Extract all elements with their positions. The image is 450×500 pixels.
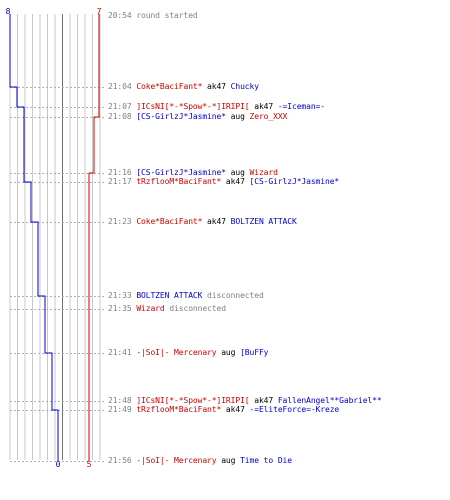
event-weapon: aug [216,456,241,465]
event-time: 21:49 [108,405,132,414]
score-grid [9,14,101,460]
player-name: tRzflooM*BaciFant* [136,177,222,186]
event-time: 20:54 [108,11,132,20]
event-row: 21:07 ]ICsNI[*-*Spow*-*]IRIPI[ ak47 -=Ic… [108,102,325,112]
player-name: [BuFFy [240,348,269,357]
event-text: disconnected [164,304,226,313]
left-end-score-label: 0 [56,460,61,469]
player-name: tRzflooM*BaciFant* [136,405,222,414]
event-row: 21:49 tRzflooM*BaciFant* ak47 -=EliteFor… [108,405,339,415]
player-name: -|SoI|- Mercenary [136,348,217,357]
right-start-score-label: 7 [97,7,102,16]
event-weapon: aug [216,348,241,357]
player-name: ]ICsNI[*-*Spow*-*]IRIPI[ [136,396,250,405]
event-time: 21:33 [108,291,132,300]
event-weapon: ak47 [202,82,231,91]
event-weapon: aug [225,168,250,177]
event-row: 20:54 round started [108,11,198,21]
event-time: 21:41 [108,348,132,357]
event-row: 21:56 -|SoI|- Mercenary aug Time to Die [108,456,292,466]
player-name: Coke*BaciFant* [136,82,203,91]
event-time: 21:08 [108,112,132,121]
event-text: round started [136,11,198,20]
player-name: [CS-GirlzJ*Jasmine* [136,168,226,177]
player-name: BOLTZEN ATTACK [136,291,203,300]
right-team-score-line [88,14,100,461]
player-name: Zero_XXX [249,112,288,121]
event-text: disconnected [202,291,264,300]
left-start-score-label: 8 [6,7,11,16]
player-name: -|SoI|- Mercenary [136,456,217,465]
event-row: 21:48 ]ICsNI[*-*Spow*-*]IRIPI[ ak47 Fall… [108,396,382,406]
player-name: Wizard [136,304,165,313]
player-name: Wizard [249,168,278,177]
event-row: 21:04 Coke*BaciFant* ak47 Chucky [108,82,259,92]
player-name: [CS-GirlzJ*Jasmine* [249,177,340,186]
event-row: 21:33 BOLTZEN ATTACK disconnected [108,291,264,301]
player-name: Chucky [230,82,259,91]
player-name: ]ICsNI[*-*Spow*-*]IRIPI[ [136,102,250,111]
player-name: FallenAngel**Gabriel** [277,396,382,405]
event-weapon: ak47 [221,405,250,414]
event-row: 21:17 tRzflooM*BaciFant* ak47 [CS-GirlzJ… [108,177,339,187]
event-weapon: ak47 [221,177,250,186]
event-time: 21:35 [108,304,132,313]
left-team-score-line [9,14,59,461]
event-time: 21:16 [108,168,132,177]
player-name: Time to Die [240,456,292,465]
event-row: 21:23 Coke*BaciFant* ak47 BOLTZEN ATTACK [108,217,297,227]
event-row: 21:08 [CS-GirlzJ*Jasmine* aug Zero_XXX [108,112,287,122]
event-time: 21:04 [108,82,132,91]
event-time: 21:17 [108,177,132,186]
right-end-score-label: 5 [87,460,92,469]
event-time: 21:56 [108,456,132,465]
event-guide-lines [10,87,106,462]
event-row: 21:16 [CS-GirlzJ*Jasmine* aug Wizard [108,168,278,178]
event-weapon: ak47 [202,217,231,226]
player-name: BOLTZEN ATTACK [230,217,297,226]
event-weapon: ak47 [249,102,278,111]
player-name: Coke*BaciFant* [136,217,203,226]
event-time: 21:07 [108,102,132,111]
player-name: -=EliteForce=-Kreze [249,405,340,414]
event-time: 21:48 [108,396,132,405]
event-row: 21:41 -|SoI|- Mercenary aug [BuFFy [108,348,269,358]
player-name: [CS-GirlzJ*Jasmine* [136,112,226,121]
event-weapon: ak47 [249,396,278,405]
player-name: -=Iceman=- [277,102,325,111]
event-row: 21:35 Wizard disconnected [108,304,226,314]
event-weapon: aug [225,112,250,121]
event-time: 21:23 [108,217,132,226]
